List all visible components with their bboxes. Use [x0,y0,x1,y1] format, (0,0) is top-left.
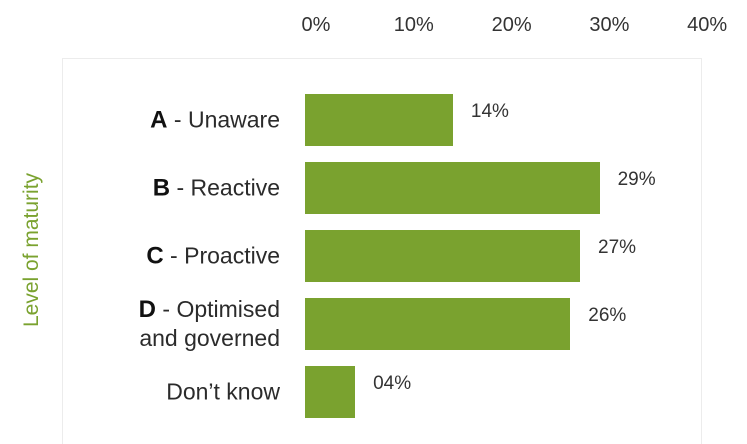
category-letter: B [152,174,171,202]
y-axis-label: Level of maturity [20,172,43,328]
bar [305,94,453,146]
category-label: D - Optimised and governed [138,296,280,351]
x-tick-label: 20% [491,14,532,36]
x-tick-label: 40% [687,14,728,36]
x-tick-label: 30% [589,14,630,36]
category-label: A - Unaware [150,106,280,134]
category-letter: C [146,242,164,270]
bar [305,230,581,282]
bar [305,162,600,214]
category-label: C - Proactive [146,242,280,270]
data-label: 14% [470,101,509,122]
data-label: 27% [598,237,637,258]
category-label: B - Reactive [152,174,280,202]
x-tick-label: 0% [301,14,331,36]
data-label: 26% [588,305,627,326]
category-letter: A [150,106,168,134]
category-label: Don’t know [166,378,280,405]
plot-area [62,58,702,444]
data-label: 29% [617,169,656,190]
bar [305,366,356,418]
category-letter: D [138,296,156,323]
data-label: 04% [373,373,412,394]
bar [305,298,571,350]
x-tick-label: 10% [393,14,434,36]
